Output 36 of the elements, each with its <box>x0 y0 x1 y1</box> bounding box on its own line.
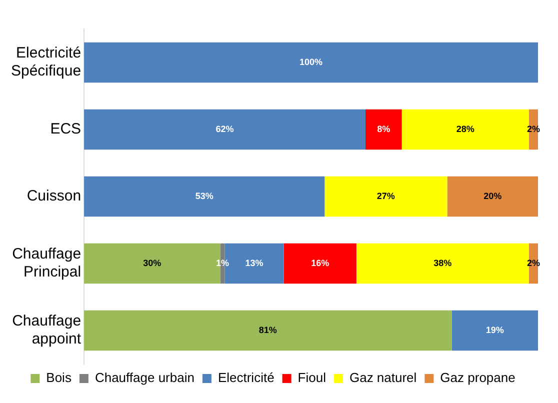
legend-label: Gaz propane <box>440 370 516 386</box>
data-label: 81% <box>258 324 277 335</box>
bar <box>284 243 356 284</box>
y-tick-label: ECS <box>50 120 82 138</box>
bar <box>447 176 538 217</box>
data-label: 30% <box>143 258 162 268</box>
data-label: 20% <box>484 190 502 201</box>
data-label: 16% <box>311 258 330 268</box>
y-tick-label: Electricité Spécifique <box>10 44 82 80</box>
data-label: 1% <box>216 258 230 268</box>
bar <box>84 176 325 217</box>
bar <box>402 109 529 150</box>
legend-label: Chauffage urbain <box>94 370 194 386</box>
bar <box>324 176 448 217</box>
data-label: 100% <box>300 56 323 67</box>
legend-label: Electricité <box>218 370 274 386</box>
bar <box>366 109 402 150</box>
bar <box>84 109 366 150</box>
bar <box>84 42 538 83</box>
legend-label: Gaz naturel <box>349 370 417 386</box>
bar <box>84 310 452 351</box>
data-label: 27% <box>376 190 395 201</box>
bar <box>356 243 529 284</box>
data-label: 62% <box>216 124 234 134</box>
bar <box>452 310 538 351</box>
y-tick-label: Chauffage Principal <box>12 246 82 281</box>
legend-label: Bois <box>46 370 72 386</box>
data-label: 38% <box>434 258 452 268</box>
data-label: 13% <box>245 258 264 268</box>
y-tick-label: Cuisson <box>26 188 82 205</box>
data-label: 8% <box>377 124 390 134</box>
data-label: 53% <box>195 190 214 201</box>
data-label: 19% <box>486 324 504 335</box>
data-label: 28% <box>456 124 474 134</box>
legend-label: Fioul <box>298 370 326 386</box>
y-tick-label: Chauffage appoint <box>12 312 82 348</box>
